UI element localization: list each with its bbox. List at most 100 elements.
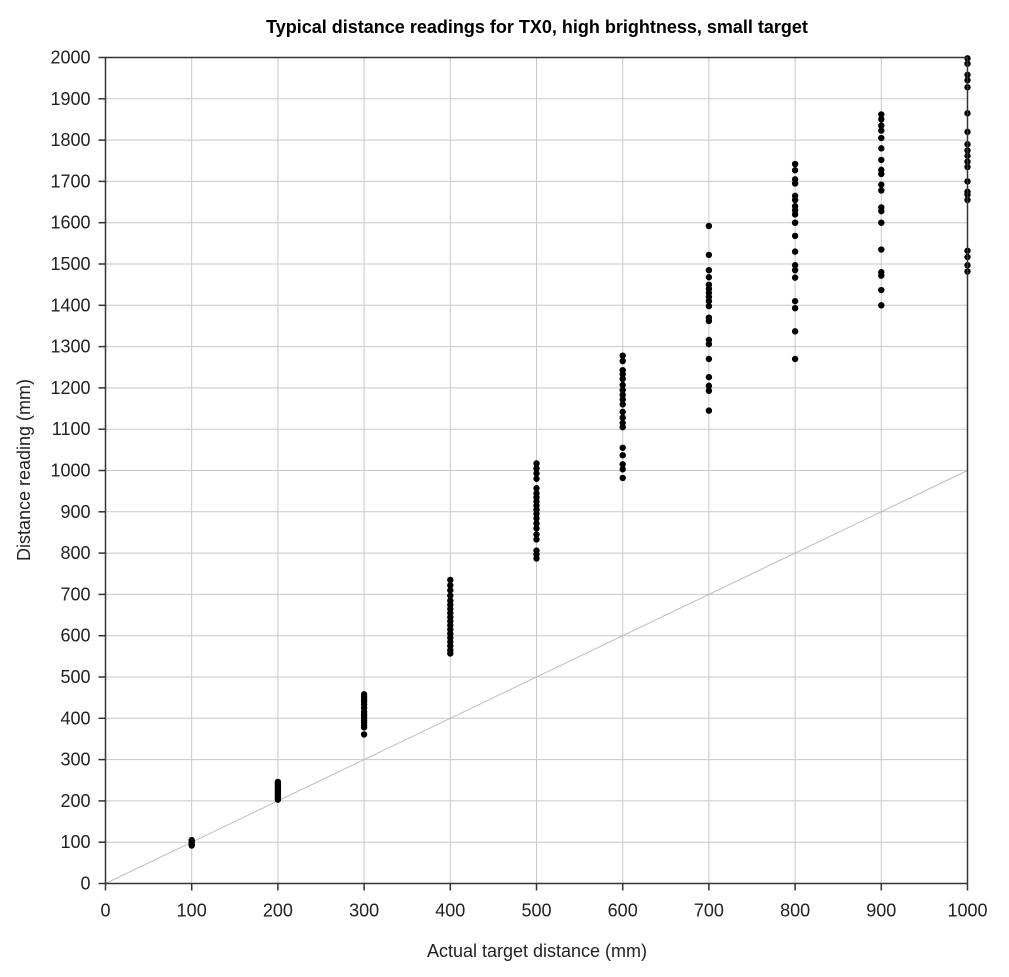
x-tick-label: 400 (435, 901, 465, 921)
data-point (791, 304, 799, 312)
data-point (533, 515, 540, 522)
data-point (619, 414, 626, 421)
data-point (705, 407, 713, 414)
data-point (360, 731, 368, 738)
y-tick-label: 1600 (50, 213, 90, 233)
y-tick-label: 500 (60, 667, 90, 687)
reference-line (105, 470, 968, 884)
data-point (705, 355, 713, 363)
y-tick-label: 200 (60, 791, 90, 811)
y-tick-label: 0 (80, 874, 90, 894)
x-tick-label: 1000 (947, 901, 987, 921)
data-point (791, 355, 799, 363)
data-point (878, 286, 885, 294)
x-tick-label: 600 (608, 901, 638, 921)
data-point (533, 531, 540, 538)
data-point (533, 490, 540, 497)
data-point (878, 111, 885, 118)
data-point (619, 396, 626, 403)
y-tick-label: 1700 (50, 171, 90, 191)
data-point (619, 366, 626, 374)
y-tick-label: 800 (60, 543, 90, 563)
data-point (705, 302, 713, 310)
data-point (878, 204, 885, 211)
data-point (705, 373, 713, 381)
data-point (791, 328, 799, 335)
data-point (878, 122, 885, 129)
y-tick-label: 1200 (50, 378, 90, 398)
data-point (705, 382, 713, 390)
data-point (791, 266, 799, 274)
data-point (447, 576, 454, 584)
y-tick-label: 1900 (50, 89, 90, 109)
data-point (791, 192, 799, 200)
y-tick-label: 700 (60, 584, 90, 604)
data-point (705, 281, 713, 288)
data-point (878, 116, 885, 123)
data-point (791, 202, 799, 210)
data-point (619, 391, 626, 399)
data-point (619, 357, 626, 365)
data-point (705, 387, 713, 394)
data-point (705, 314, 713, 321)
data-point (619, 401, 626, 408)
data-point (619, 452, 626, 459)
data-point (533, 536, 540, 543)
data-point (705, 251, 713, 259)
data-point (791, 262, 799, 269)
data-point (791, 248, 799, 255)
y-tick-label: 300 (60, 750, 90, 770)
data-point (791, 232, 799, 240)
data-point (619, 381, 626, 389)
data-point (619, 408, 626, 416)
data-point (705, 274, 713, 281)
x-tick-label: 900 (866, 901, 896, 921)
y-tick-label: 100 (60, 832, 90, 852)
data-point (360, 691, 368, 698)
data-point (533, 475, 540, 482)
data-point (791, 160, 799, 168)
y-axis-label: Distance reading (mm) (14, 379, 34, 561)
y-tick-label: 900 (60, 502, 90, 522)
data-point (619, 375, 626, 383)
data-point (878, 166, 885, 174)
data-point (705, 266, 713, 274)
data-point (878, 134, 885, 142)
data-point (791, 219, 799, 226)
data-point (878, 181, 885, 188)
data-point (878, 219, 885, 226)
data-point (878, 145, 885, 152)
chart-title: Typical distance readings for TX0, high … (266, 17, 808, 37)
data-point (878, 187, 885, 194)
data-point (878, 302, 885, 309)
data-point (619, 466, 626, 473)
data-point (619, 419, 626, 427)
x-tick-label: 800 (780, 901, 810, 921)
data-point (878, 127, 885, 134)
data-point (878, 269, 885, 276)
data-point (791, 274, 799, 281)
data-point (533, 470, 540, 477)
data-point (791, 297, 799, 305)
data-point (188, 836, 195, 844)
data-point (619, 444, 626, 451)
reference-line-group (105, 470, 968, 884)
data-point (533, 465, 540, 472)
y-tick-label: 2000 (50, 48, 90, 68)
data-point (533, 460, 540, 467)
y-tick-label: 1000 (50, 461, 90, 481)
data-point (791, 167, 799, 174)
data-point (705, 336, 713, 344)
data-point (274, 778, 282, 786)
x-tick-label: 700 (694, 901, 724, 921)
data-point (447, 587, 454, 594)
data-point (447, 582, 454, 589)
data-point (533, 525, 540, 532)
y-tick-label: 1300 (50, 337, 90, 357)
x-tick-label: 100 (177, 901, 207, 921)
data-point (878, 246, 885, 253)
y-tick-label: 1500 (50, 254, 90, 274)
x-tick-label: 200 (263, 901, 293, 921)
y-tick-label: 1800 (50, 130, 90, 150)
